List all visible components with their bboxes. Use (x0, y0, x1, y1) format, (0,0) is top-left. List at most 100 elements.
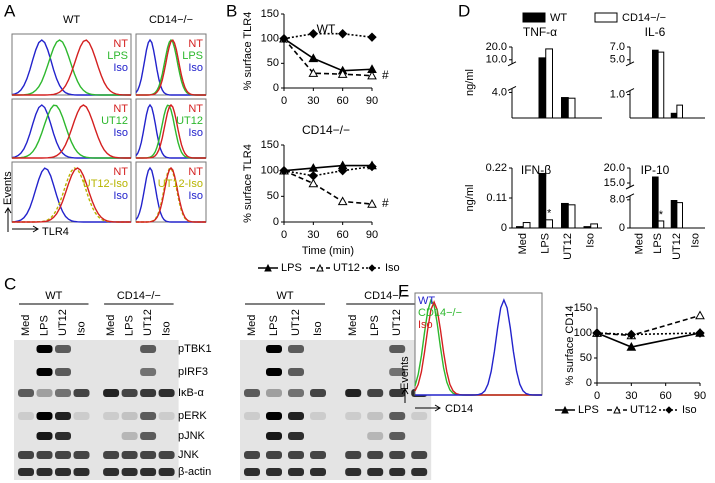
legend-label: LPS (281, 262, 302, 274)
histogram-curve (136, 39, 206, 96)
y-tick-label: 0 (501, 222, 507, 234)
marker (367, 161, 377, 172)
histogram-curve (415, 298, 542, 396)
y-tick-label: 0.11 (486, 192, 507, 204)
group-header: WT (276, 290, 293, 302)
series-line (283, 38, 373, 77)
blot-band (310, 468, 326, 476)
bar (538, 172, 547, 229)
x-tick-label: 60 (337, 95, 349, 107)
legend-label: NT (188, 38, 203, 50)
chart-title: CD14−/− (302, 123, 350, 137)
legend-marker (316, 263, 324, 272)
blot-band (121, 468, 138, 476)
y-tick-label: 8.0 (610, 194, 625, 206)
lane-label: UT12 (290, 309, 302, 336)
blot-band (288, 368, 304, 376)
marker (279, 33, 289, 44)
bar (670, 200, 678, 229)
blot-band (288, 468, 304, 476)
y-axis-label: Events (399, 356, 411, 390)
legend-label: Iso (113, 127, 128, 139)
blot-band (18, 451, 34, 459)
blot-band (288, 389, 304, 397)
blot-band (158, 451, 175, 459)
x-tick-label: Med (633, 233, 645, 254)
bar (590, 223, 598, 229)
y-tick-label: 50 (267, 190, 279, 202)
blot-band (158, 412, 175, 420)
arrow-head (434, 404, 441, 412)
blot-background (14, 340, 179, 480)
blot-band (310, 389, 326, 397)
bar (657, 220, 665, 229)
legend-label: UT12 (333, 262, 360, 274)
legend-label: Iso (188, 127, 203, 139)
blot-band (288, 345, 304, 353)
y-tick-label: 150 (261, 139, 279, 151)
blot-band (411, 468, 428, 476)
lane-label: Med (347, 315, 359, 336)
x-tick-label: 30 (625, 390, 637, 402)
legend-label: WT (418, 295, 435, 307)
legend-swatch (522, 12, 546, 23)
y-tick-label: 15.0 (604, 177, 625, 189)
lane-label: UT12 (391, 309, 403, 336)
lane-label: LPS (124, 315, 136, 336)
blot-band (288, 432, 304, 440)
arrow-head (401, 388, 409, 395)
blot-band (55, 468, 71, 476)
bar (676, 104, 683, 119)
marker (367, 199, 377, 208)
legend-label: WT (550, 12, 567, 24)
marker (367, 70, 377, 80)
series-line (596, 314, 701, 337)
y-tick-label: 0 (273, 216, 279, 228)
y-tick-label: 0 (273, 82, 279, 94)
marker (308, 68, 319, 77)
panel-label: D (458, 1, 470, 20)
bar (522, 222, 531, 229)
blot-band (73, 412, 90, 420)
arrow-head (4, 207, 12, 214)
legend-label: NT (188, 103, 203, 115)
legend-label: LPS (182, 50, 203, 62)
legend-label: UT12 (630, 404, 657, 416)
legend-label: NT (113, 38, 128, 50)
x-tick-label: 90 (694, 390, 706, 402)
blot-band (389, 468, 406, 476)
blot-band (367, 432, 384, 440)
blot-band (18, 389, 34, 397)
column-header: CD14−/− (149, 14, 193, 26)
series-line (596, 332, 701, 348)
chart-title: IL-6 (645, 25, 666, 39)
bar (545, 219, 553, 229)
blot-band (140, 451, 157, 459)
y-tick-label: 10.0 (486, 54, 507, 66)
lane-label: Med (105, 315, 117, 336)
blot-band (345, 389, 362, 397)
x-tick-label: 30 (307, 229, 319, 241)
axis-break-mark (507, 61, 517, 91)
blot-band (140, 432, 157, 440)
y-tick-label: 100 (261, 33, 279, 45)
x-axis-label: TLR4 (42, 226, 69, 238)
blot-band (244, 389, 260, 397)
series-line (283, 32, 373, 40)
panel-label: E (398, 281, 409, 300)
legend-swatch (594, 12, 618, 23)
y-tick-label: 0 (619, 222, 625, 234)
marker (337, 196, 348, 206)
histogram-curve (12, 104, 131, 159)
series-line (283, 38, 373, 72)
blot-band (266, 389, 282, 397)
y-tick-label: 20.0 (486, 41, 507, 53)
blot-band (310, 412, 326, 420)
annotation: # (382, 68, 389, 82)
x-axis-label: CD14 (445, 403, 473, 415)
lane-label: UT12 (142, 309, 154, 336)
y-tick-label: 7.0 (610, 41, 625, 53)
blot-band (345, 468, 362, 476)
blot-band (73, 451, 90, 459)
histogram-curve (12, 39, 131, 96)
